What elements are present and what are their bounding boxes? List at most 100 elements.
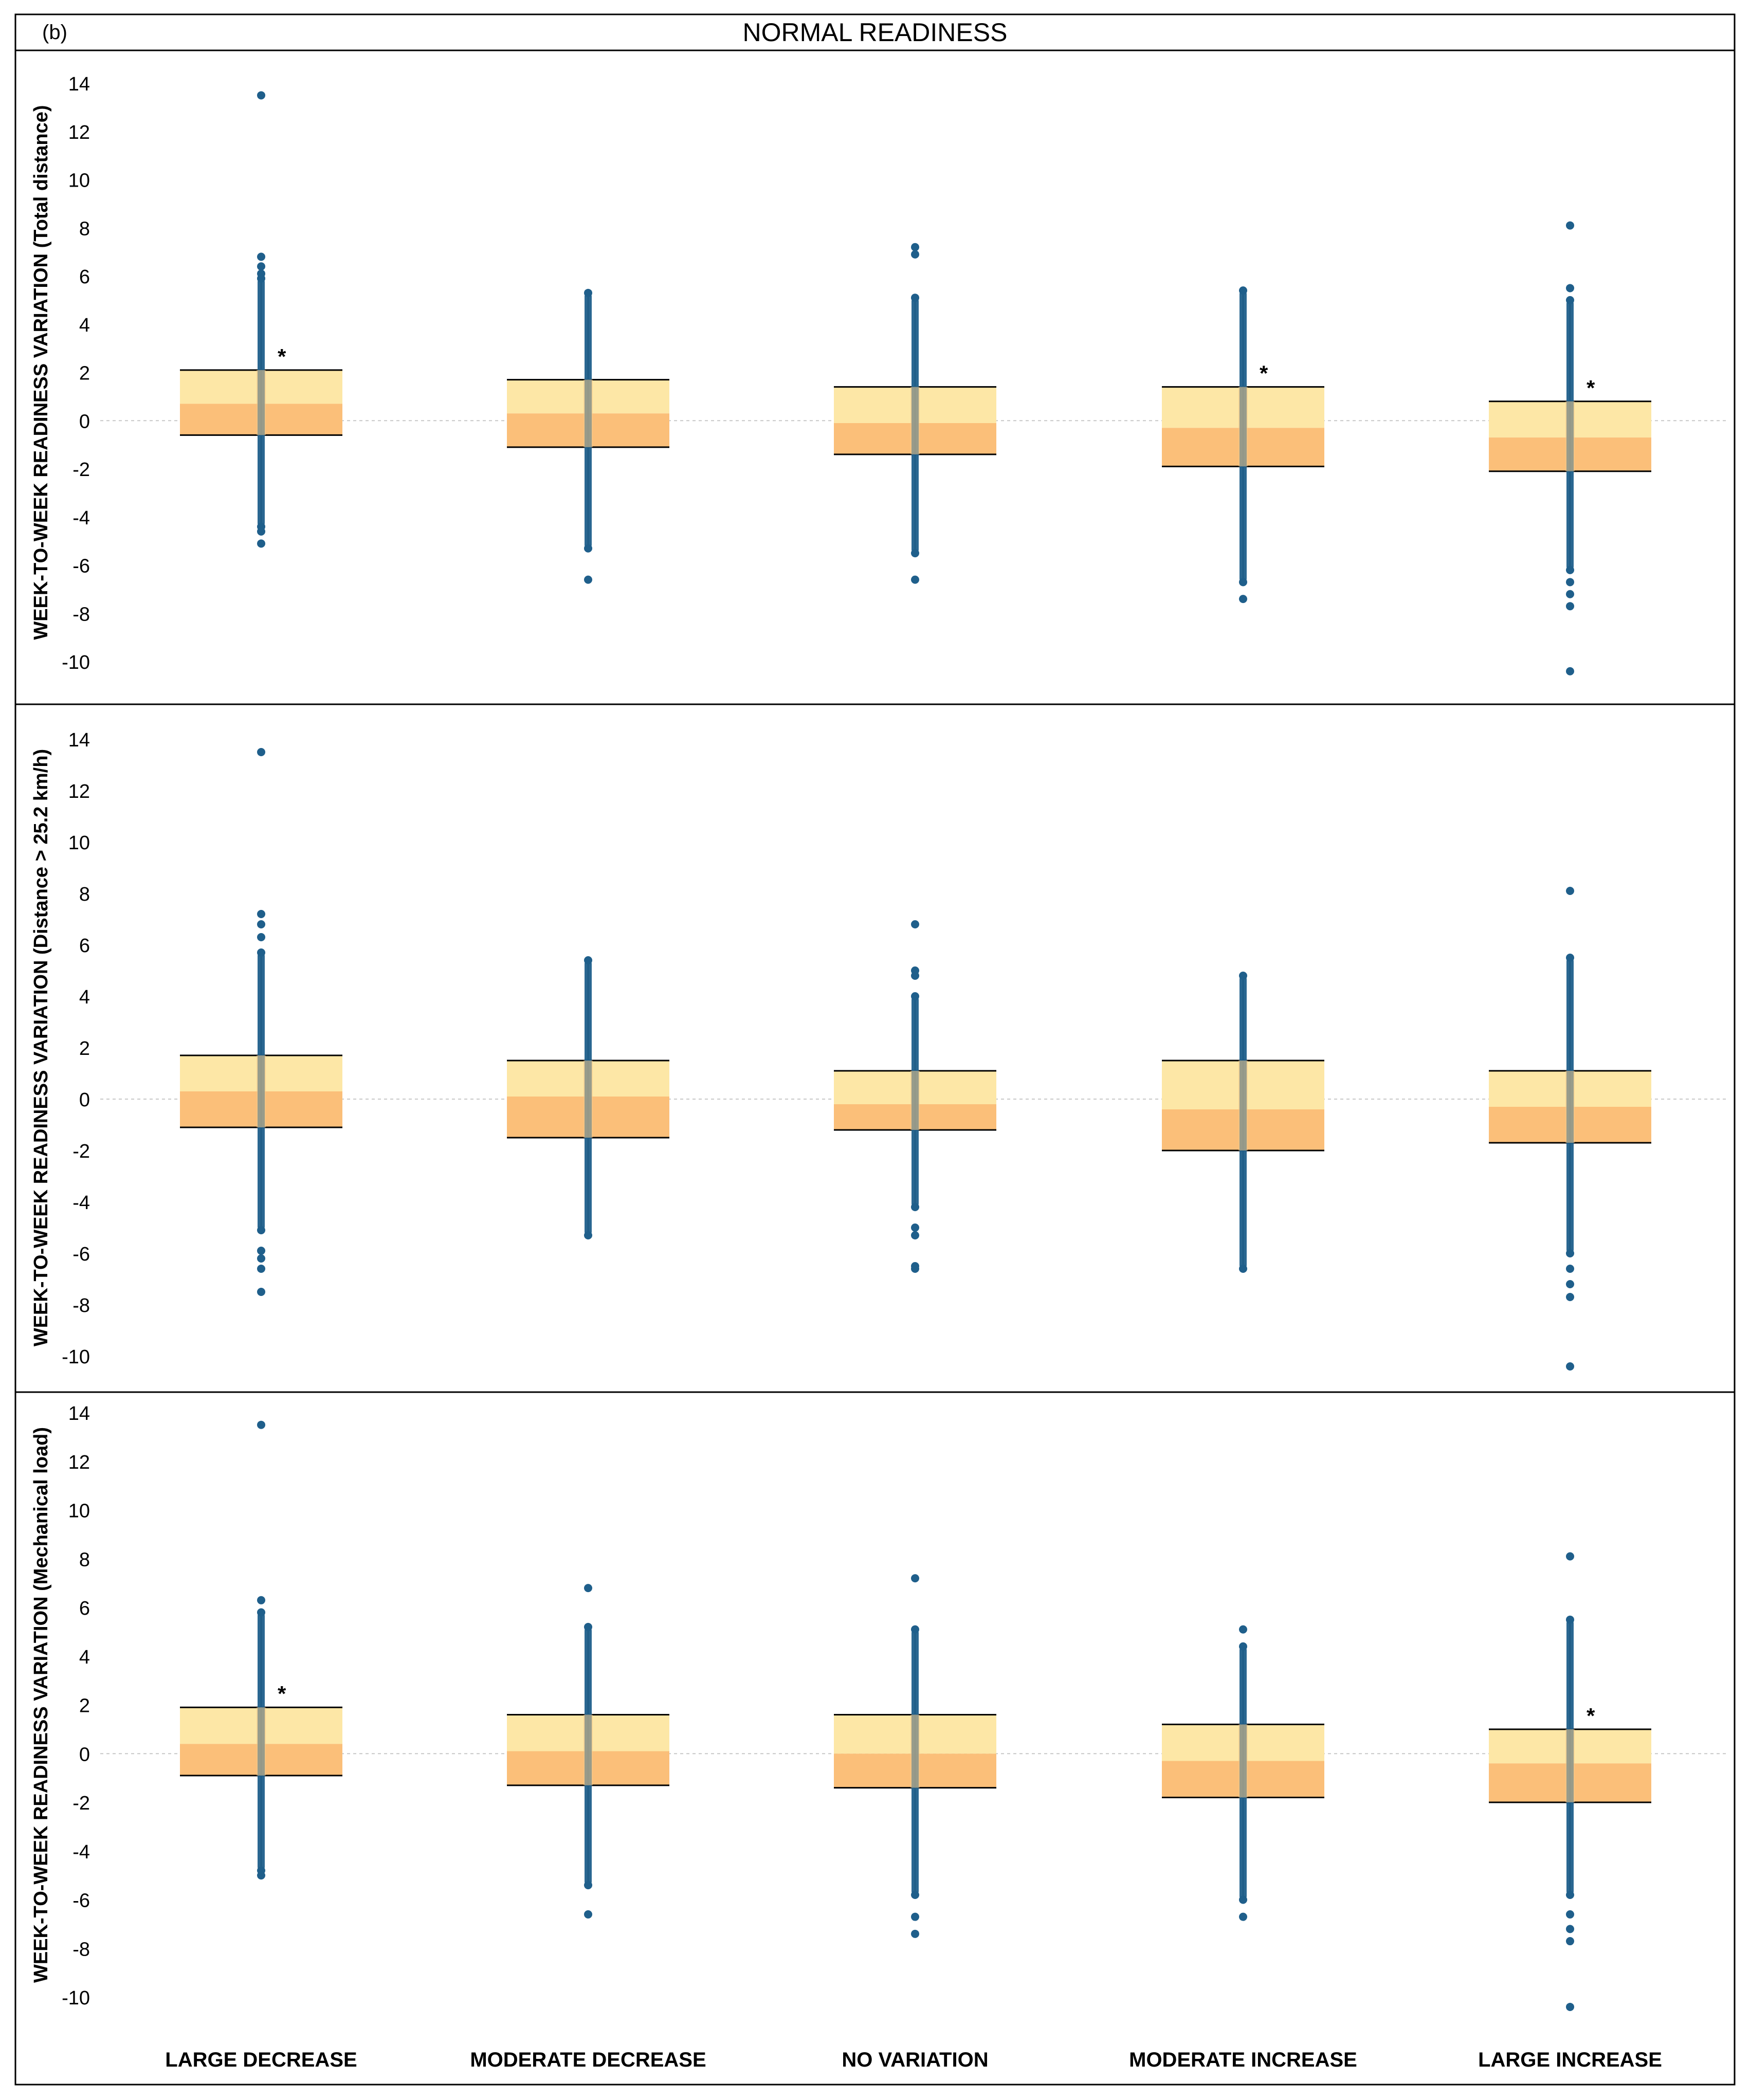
box-point-overlay <box>257 1055 266 1127</box>
y-tick-label: 6 <box>79 1598 90 1619</box>
box-point-overlay <box>1238 1724 1248 1798</box>
outlier-point <box>584 1584 592 1593</box>
outlier-point <box>257 91 265 100</box>
box-point-overlay <box>910 1071 920 1130</box>
box-point-overlay <box>910 387 920 454</box>
outlier-point <box>584 575 592 584</box>
box-group-5 <box>1489 887 1651 1371</box>
outlier-point <box>257 252 265 261</box>
y-tick-label: 12 <box>68 1452 90 1473</box>
outlier-point <box>911 1265 919 1273</box>
data-point <box>1239 286 1247 295</box>
figure-title: NORMAL READINESS <box>743 18 1008 47</box>
box-group-3 <box>834 920 996 1273</box>
y-tick-label: 14 <box>68 729 90 751</box>
data-point <box>257 948 265 957</box>
outlier-point <box>257 933 265 941</box>
y-tick-label: 14 <box>68 74 90 95</box>
title-bar-frame <box>14 13 1736 51</box>
data-point <box>1566 1615 1574 1624</box>
outlier-point <box>911 1574 919 1583</box>
y-tick-label: 2 <box>79 1695 90 1717</box>
y-tick-label: -8 <box>72 1939 90 1960</box>
panels: 14 12 10 8 6 4 2 0 -2 -4 -6 -8 -10 WEEK-TO-WEEK READI… <box>14 49 1736 2086</box>
data-point <box>1239 972 1247 980</box>
y-tick-label: 8 <box>79 884 90 905</box>
x-category-label: MODERATE DECREASE <box>470 2049 706 2071</box>
y-tick-label: -6 <box>72 1244 90 1265</box>
outlier-point <box>1566 221 1574 230</box>
outlier-point <box>1566 602 1574 611</box>
y-tick-label: -10 <box>62 652 90 673</box>
panel-frame <box>14 1391 1736 2086</box>
data-point <box>911 549 919 558</box>
outlier-point <box>911 1231 919 1239</box>
outlier-point <box>1566 590 1574 598</box>
chart-panel-1: 14 12 10 8 6 4 2 0 -2 -4 -6 -8 -10 WEEK-TO-WEEK READI… <box>14 49 1736 705</box>
box-point-overlay <box>584 379 593 447</box>
y-axis-label: WEEK-TO-WEEK READINESS VARIATION (Mechan… <box>30 1427 52 1983</box>
outlier-point <box>257 1871 265 1880</box>
outlier-point <box>1566 1280 1574 1288</box>
outlier-point <box>911 250 919 259</box>
outlier-point <box>1566 1362 1574 1371</box>
box-group-3 <box>834 243 996 584</box>
box-point-overlay <box>1238 387 1248 467</box>
data-point <box>911 1203 919 1211</box>
outlier-point <box>1239 595 1247 604</box>
outlier-point <box>257 1288 265 1296</box>
outlier-point <box>257 920 265 928</box>
panel-frame <box>14 703 1736 1393</box>
box-point-overlay <box>1565 1729 1575 1802</box>
box-point-overlay <box>257 1707 266 1776</box>
y-tick-label: -2 <box>72 1141 90 1162</box>
y-tick-label: -6 <box>72 556 90 577</box>
box-point-overlay <box>910 1714 920 1788</box>
box-point-overlay <box>1565 1071 1575 1143</box>
y-tick-label: 8 <box>79 1549 90 1571</box>
box-point-overlay <box>1238 1061 1248 1151</box>
significance-marker: * <box>278 344 286 369</box>
data-point <box>911 992 919 1000</box>
data-point <box>257 1226 265 1234</box>
box-group-5: * <box>1489 1552 1651 2011</box>
data-point <box>1566 1891 1574 1900</box>
outlier-point <box>1566 2002 1574 2011</box>
outlier-point <box>911 920 919 928</box>
y-axis-label: WEEK-TO-WEEK READINESS VARIATION (Total … <box>30 105 52 640</box>
outlier-point <box>257 262 265 271</box>
data-point <box>1239 1265 1247 1273</box>
y-tick-label: -6 <box>72 1890 90 1912</box>
x-category-label: MODERATE INCREASE <box>1129 2049 1357 2071</box>
category-labels: LARGE DECREASE MODERATE DECREASE NO VARIAT… <box>165 2049 1662 2071</box>
y-tick-label: -8 <box>72 1295 90 1317</box>
outlier-point <box>911 1929 919 1938</box>
y-tick-label: 4 <box>79 1647 90 1668</box>
y-tick-label: 0 <box>79 1089 90 1111</box>
data-point <box>1566 1249 1574 1257</box>
chart-panel-3: 14 12 10 8 6 4 2 0 -2 -4 -6 -8 -10 WEEK-TO-WEEK READI… <box>14 1391 1736 2086</box>
y-tick-label: 4 <box>79 987 90 1008</box>
box-group-2 <box>507 956 669 1239</box>
data-point <box>1239 1642 1247 1651</box>
outlier-point <box>1566 1910 1574 1919</box>
data-point <box>584 1231 592 1239</box>
significance-marker: * <box>1260 361 1268 386</box>
outlier-point <box>1566 578 1574 587</box>
data-point <box>584 544 592 553</box>
chart-panel-2: 14 12 10 8 6 4 2 0 -2 -4 -6 -8 -10 WEEK-TO-WEEK READI… <box>14 703 1736 1393</box>
outlier-point <box>911 1224 919 1232</box>
outlier-point <box>1566 1293 1574 1301</box>
y-tick-label: 2 <box>79 363 90 385</box>
y-tick-label: -10 <box>62 1346 90 1368</box>
significance-marker: * <box>1587 1704 1595 1728</box>
data-point <box>911 1625 919 1634</box>
data-point <box>257 1608 265 1617</box>
x-category-label: LARGE DECREASE <box>165 2049 357 2071</box>
box-group-4 <box>1162 972 1324 1273</box>
data-point <box>911 294 919 302</box>
significance-marker: * <box>1587 376 1595 400</box>
data-point <box>1566 296 1574 304</box>
box-group-2 <box>507 1584 669 1919</box>
